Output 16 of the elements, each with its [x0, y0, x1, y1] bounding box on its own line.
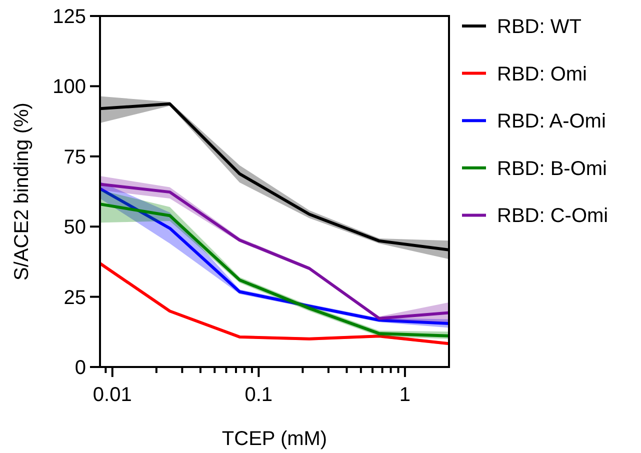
- y-tick-label: 25: [64, 286, 86, 309]
- x-tick-label: 0.1: [244, 384, 273, 406]
- legend-label: RBD: Omi: [497, 63, 587, 86]
- legend-label: RBD: C-Omi: [497, 205, 608, 228]
- y-tick-label: 75: [64, 146, 86, 168]
- legend-label: RBD: WT: [497, 16, 582, 38]
- y-tick-label: 100: [52, 76, 86, 98]
- x-axis-title: TCEP (mM): [222, 428, 328, 450]
- y-tick-label: 0: [74, 357, 86, 379]
- legend-label: RBD: B-Omi: [497, 158, 607, 180]
- y-axis-title: S/ACE2 binding (%): [11, 102, 33, 280]
- x-tick-label: 0.01: [92, 384, 132, 406]
- legend-label: RBD: A-Omi: [497, 110, 606, 133]
- y-tick-label: 125: [52, 6, 86, 28]
- x-tick-label: 1: [399, 384, 411, 406]
- y-tick-label: 50: [64, 216, 86, 239]
